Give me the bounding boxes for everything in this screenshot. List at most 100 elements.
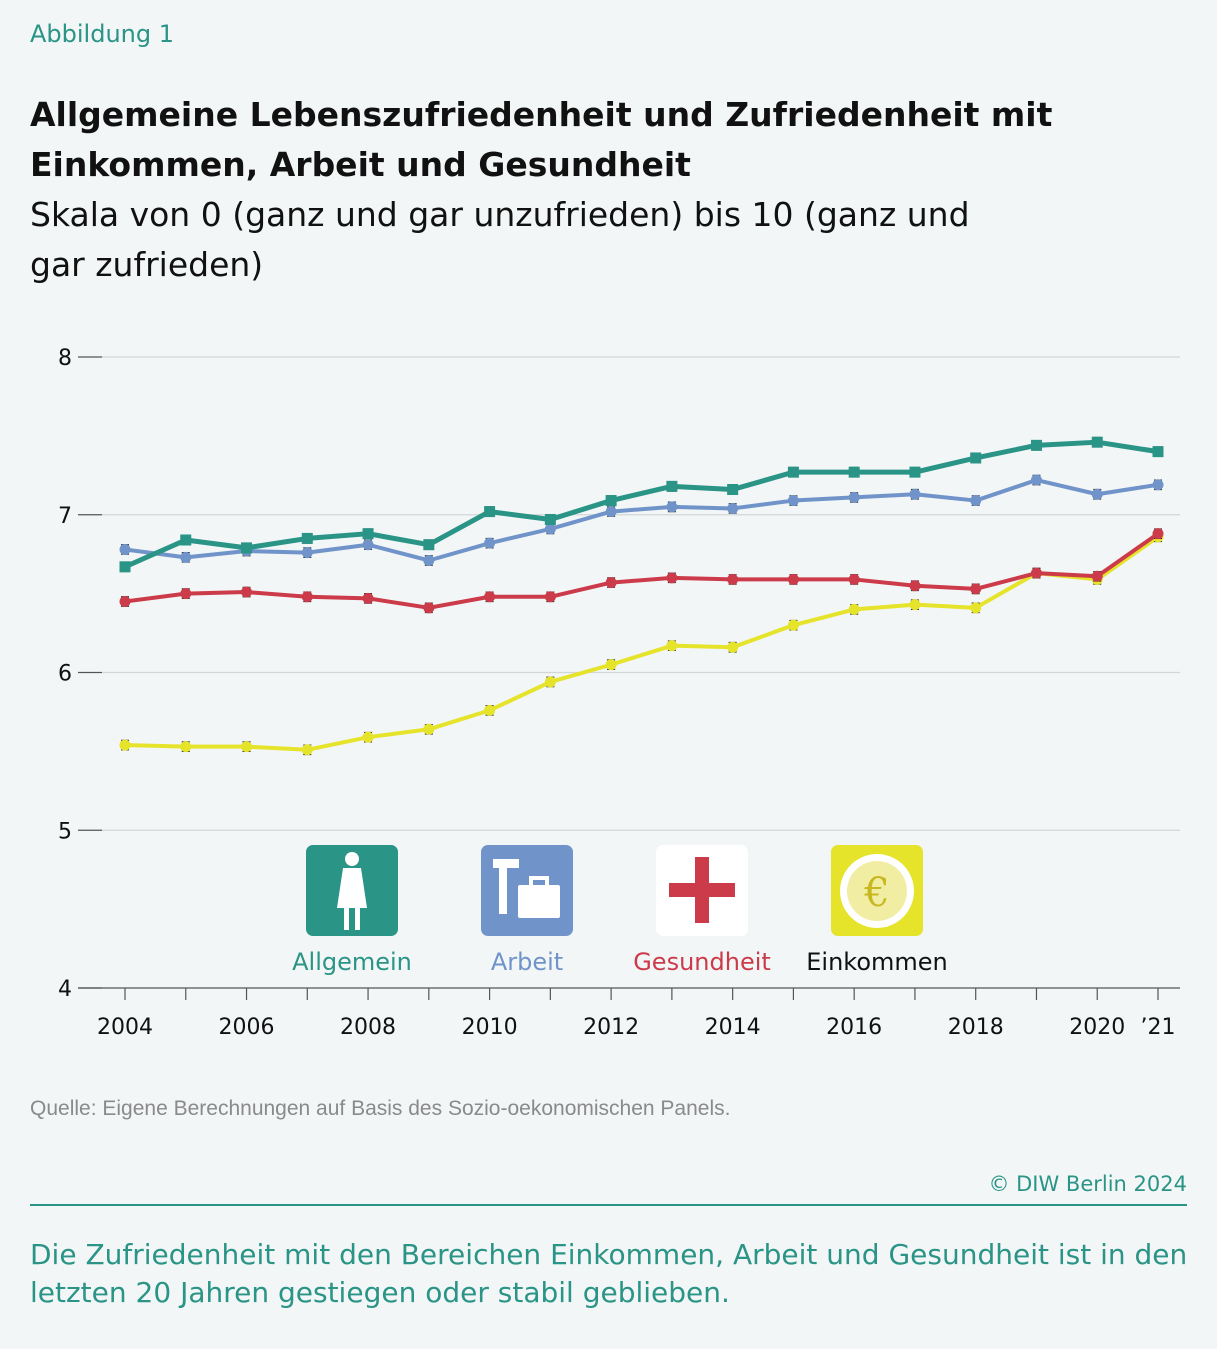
y-tick-label: 4 [58, 977, 72, 1002]
x-tick-label: 2006 [219, 1015, 275, 1040]
data-point [180, 588, 192, 600]
data-point [544, 676, 556, 688]
data-point [1091, 570, 1103, 582]
data-point [1091, 488, 1103, 500]
cross [669, 857, 735, 923]
data-point [544, 523, 556, 535]
x-tick-label: 2020 [1069, 1015, 1125, 1040]
data-point [1030, 439, 1042, 451]
data-point [484, 704, 496, 716]
divider [30, 1204, 1187, 1206]
data-point [970, 452, 982, 464]
data-point [1152, 479, 1164, 491]
data-point [605, 659, 617, 671]
data-point [119, 596, 131, 608]
data-point [848, 491, 860, 503]
briefcase [518, 885, 560, 918]
data-point [423, 602, 435, 614]
caption: Die Zufriedenheit mit den Bereichen Eink… [30, 1238, 1188, 1309]
chart-subtitle: Skala von 0 (ganz und gar unzufrieden) b… [30, 195, 970, 284]
data-point [727, 573, 739, 585]
data-point [362, 528, 374, 540]
data-point [727, 502, 739, 514]
data-point [180, 534, 192, 546]
hammer [493, 859, 519, 914]
data-point [787, 573, 799, 585]
data-point [787, 619, 799, 631]
data-point [180, 551, 192, 563]
data-point [666, 640, 678, 652]
data-point [484, 537, 496, 549]
y-tick-label: 5 [58, 819, 72, 844]
data-point [301, 547, 313, 559]
x-tick-label: 2010 [462, 1015, 518, 1040]
data-point [484, 591, 496, 603]
data-point [362, 592, 374, 604]
data-point [301, 591, 313, 603]
data-point [727, 641, 739, 653]
source-note: Quelle: Eigene Berechnungen auf Basis de… [30, 1097, 731, 1120]
data-point [787, 466, 799, 478]
data-point [241, 741, 253, 753]
data-point [605, 577, 617, 589]
person-body [337, 868, 367, 930]
data-point [119, 561, 131, 573]
x-tick-label: 2012 [583, 1015, 639, 1040]
legend-label: Allgemein [292, 948, 412, 976]
data-point [119, 543, 131, 555]
data-point [180, 741, 192, 753]
data-point [848, 603, 860, 615]
data-point [909, 580, 921, 592]
chart-title: Allgemeine Lebenszufriedenheit und Zufri… [30, 95, 1053, 184]
y-tick-label: 7 [58, 504, 72, 529]
x-tick-label: 2004 [97, 1015, 153, 1040]
data-point [970, 495, 982, 507]
euro-coin-icon: € [831, 845, 923, 936]
legend-label: Einkommen [806, 948, 948, 976]
data-point [970, 583, 982, 595]
figure-label: Abbildung 1 [30, 20, 175, 48]
legend-label: Gesundheit [633, 948, 771, 976]
data-point [909, 466, 921, 478]
data-point [301, 744, 313, 756]
data-point [909, 599, 921, 611]
data-point [423, 539, 435, 551]
x-tick-label: 2008 [340, 1015, 396, 1040]
data-point [848, 466, 860, 478]
x-tick-label: 2018 [948, 1015, 1004, 1040]
x-tick-label: ’21 [1141, 1015, 1176, 1040]
data-point [362, 539, 374, 551]
data-point [544, 513, 556, 525]
y-tick-label: 6 [58, 662, 72, 687]
briefcase-handle [529, 876, 549, 889]
y-tick-label: 8 [58, 346, 72, 371]
data-point [666, 480, 678, 492]
data-point [605, 495, 617, 507]
data-point [544, 591, 556, 603]
data-point [241, 586, 253, 598]
data-point [241, 542, 253, 554]
data-point [484, 506, 496, 518]
data-point [970, 602, 982, 614]
data-point [909, 488, 921, 500]
data-point [1030, 567, 1042, 579]
data-point [362, 731, 374, 743]
series-line-einkommen [124, 535, 1160, 752]
series-line-allgemein [123, 439, 1159, 570]
data-point [848, 573, 860, 585]
data-point [1030, 474, 1042, 486]
euro-symbol: € [863, 870, 889, 916]
data-point [1152, 446, 1164, 458]
data-point [666, 572, 678, 584]
data-point [605, 506, 617, 518]
x-tick-label: 2014 [705, 1015, 761, 1040]
legend-label: Arbeit [491, 948, 563, 976]
copyright: © DIW Berlin 2024 [988, 1172, 1187, 1196]
data-point [1152, 528, 1164, 540]
red-cross-icon [656, 845, 748, 936]
data-point [423, 723, 435, 735]
series-line-arbeit [124, 478, 1159, 563]
person-icon [306, 845, 398, 936]
data-point [666, 501, 678, 513]
